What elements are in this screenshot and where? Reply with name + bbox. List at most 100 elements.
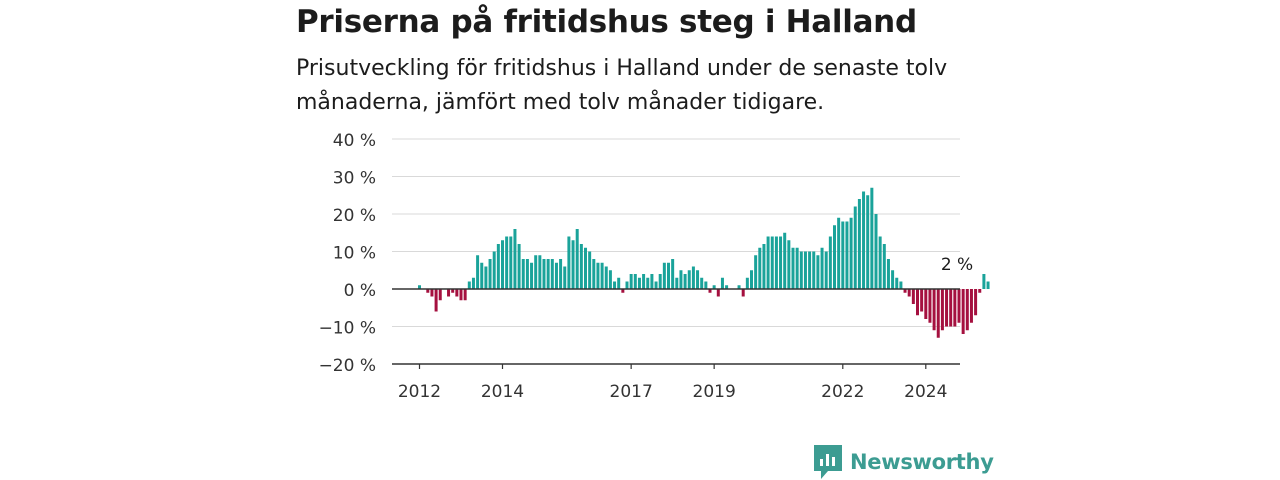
bar (907, 289, 911, 297)
bar (795, 247, 799, 289)
bar (878, 236, 882, 289)
bar (471, 277, 475, 289)
y-tick-label: 10 % (333, 244, 376, 264)
bar (554, 262, 558, 289)
bar (459, 289, 463, 301)
bar (596, 262, 600, 289)
bar (691, 266, 695, 289)
bar (592, 259, 596, 289)
bar (762, 244, 766, 289)
bars (418, 187, 990, 338)
bar (716, 289, 720, 297)
y-tick-label: 40 % (333, 131, 376, 151)
bar (924, 289, 928, 319)
bar (978, 289, 982, 293)
gridlines (392, 138, 960, 327)
y-tick-label: 20 % (333, 206, 376, 226)
bar (517, 244, 521, 289)
bar (654, 281, 658, 289)
bar (534, 255, 538, 289)
bar (426, 289, 430, 293)
bar (687, 270, 691, 289)
bar (467, 281, 471, 289)
bar (683, 274, 687, 289)
bar (969, 289, 973, 323)
bar (787, 240, 791, 289)
x-tick-label: 2017 (610, 382, 653, 402)
bar (671, 259, 675, 289)
bar (783, 232, 787, 289)
bar (604, 266, 608, 289)
bar (418, 285, 421, 289)
bar (575, 229, 579, 289)
bar (986, 281, 990, 289)
chart-title: Priserna på fritidshus steg i Halland (296, 4, 917, 40)
bar (567, 236, 571, 289)
bar (633, 274, 637, 289)
bar (617, 277, 621, 289)
bar (982, 274, 986, 289)
bar (874, 214, 878, 289)
bar (808, 251, 812, 289)
bar (455, 289, 459, 297)
bar (891, 270, 895, 289)
bar (737, 285, 741, 289)
bar (579, 244, 583, 289)
bar (741, 289, 745, 297)
bar (642, 274, 646, 289)
bar (857, 199, 861, 289)
y-tick-label: 30 % (333, 169, 376, 189)
bar (571, 240, 575, 289)
bar (720, 277, 724, 289)
bar (812, 251, 816, 289)
bar (525, 259, 529, 289)
bar (513, 229, 517, 289)
bar (700, 277, 704, 289)
bar (953, 289, 957, 327)
bar (584, 247, 587, 289)
last-value-annotation: 2 % (941, 255, 973, 275)
bar (484, 266, 488, 289)
newsworthy-logo: Newsworthy (814, 445, 994, 479)
x-tick-label: 2022 (821, 382, 864, 402)
bar-chart: 40 % 30 % 20 % 10 % 0 % −10 % −20 % 2012 2014 201… (319, 131, 990, 402)
bar (841, 221, 845, 289)
bar (862, 191, 866, 289)
bar (920, 289, 924, 312)
bar (949, 289, 953, 327)
bar (463, 289, 467, 301)
brand-name: Newsworthy (850, 450, 994, 474)
bar (779, 236, 783, 289)
bar (957, 289, 961, 323)
bar (754, 255, 758, 289)
bar (816, 255, 820, 289)
bar (833, 225, 836, 289)
bar (600, 262, 604, 289)
bar (828, 236, 832, 289)
x-tick-label: 2012 (398, 382, 441, 402)
bar (538, 255, 542, 289)
bar (496, 244, 500, 289)
labels: 40 % 30 % 20 % 10 % 0 % −10 % −20 % 2012 2014 201… (319, 131, 974, 402)
bar (745, 277, 749, 289)
bar (430, 289, 434, 297)
bar (916, 289, 919, 316)
bar (849, 217, 853, 289)
newsworthy-logo-icon (814, 445, 842, 479)
bar (766, 236, 770, 289)
bar (658, 274, 662, 289)
bar (770, 236, 774, 289)
bar (886, 259, 890, 289)
bar (961, 289, 965, 334)
x-tick-label: 2024 (904, 382, 947, 402)
bar (521, 259, 525, 289)
y-tick-label: 0 % (344, 281, 376, 301)
y-tick-label: −10 % (319, 319, 376, 339)
bar (853, 206, 857, 289)
bar (613, 281, 617, 289)
bar (696, 270, 700, 289)
bar (542, 259, 546, 289)
bar (646, 277, 650, 289)
bar (820, 247, 824, 289)
bar (530, 262, 534, 289)
